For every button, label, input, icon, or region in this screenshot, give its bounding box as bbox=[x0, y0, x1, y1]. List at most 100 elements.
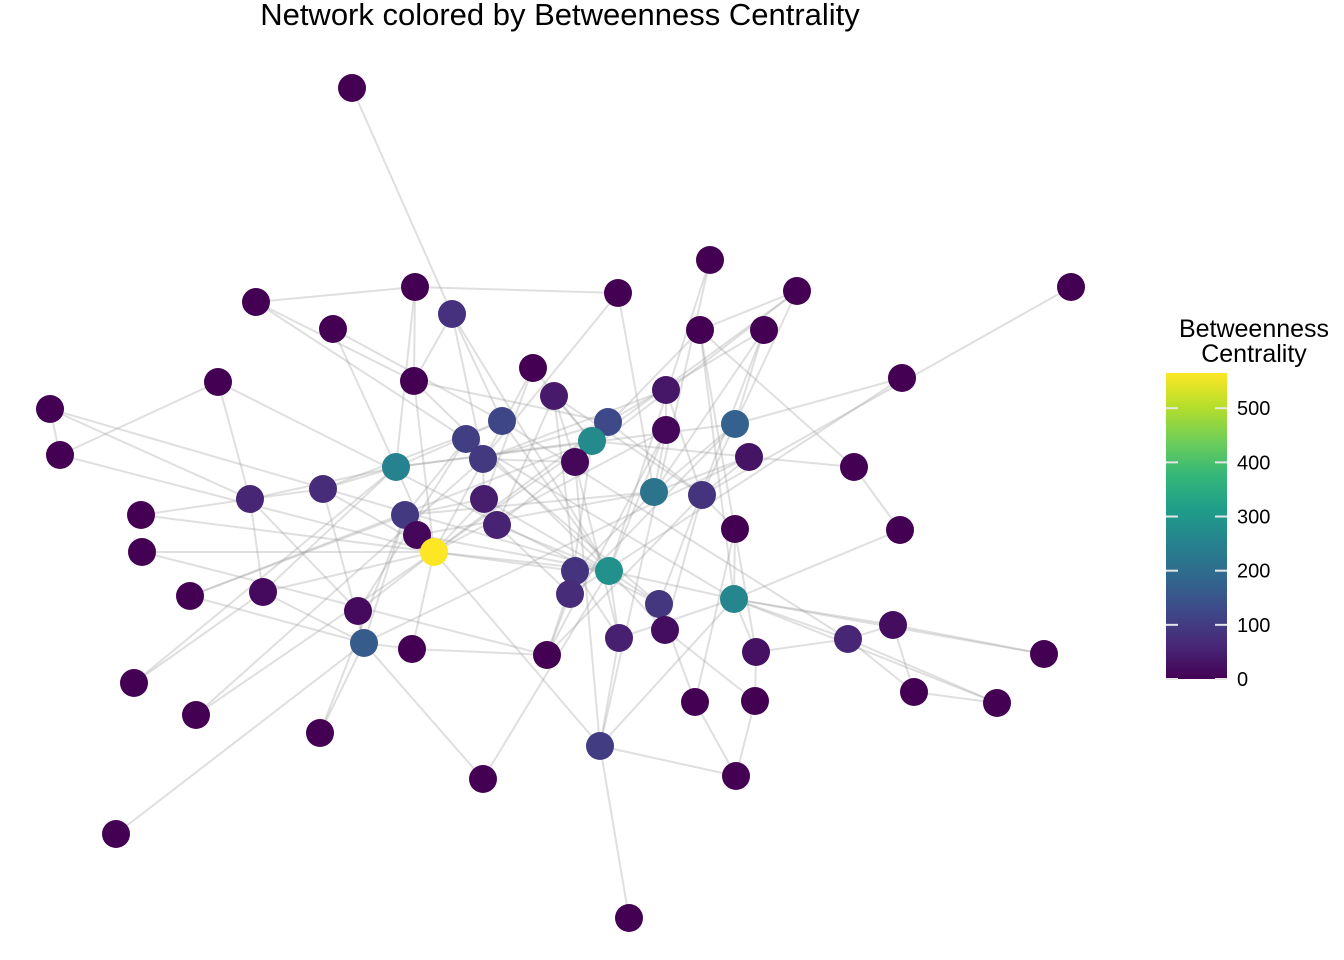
edge bbox=[413, 380, 435, 553]
edges-layer bbox=[49, 87, 1072, 919]
node bbox=[720, 585, 748, 613]
edge bbox=[496, 524, 571, 595]
node bbox=[452, 425, 480, 453]
edge bbox=[699, 290, 798, 331]
edge bbox=[599, 637, 620, 747]
edge bbox=[496, 395, 555, 526]
node bbox=[886, 516, 914, 544]
node bbox=[488, 407, 516, 435]
edge bbox=[501, 420, 610, 572]
edge bbox=[140, 514, 435, 553]
edge bbox=[892, 624, 1045, 655]
edge bbox=[733, 598, 894, 626]
node bbox=[888, 364, 916, 392]
edge bbox=[607, 329, 765, 423]
edge bbox=[141, 551, 548, 656]
colorbar bbox=[1166, 373, 1227, 679]
edge bbox=[404, 438, 467, 516]
node bbox=[469, 445, 497, 473]
node bbox=[533, 641, 561, 669]
node bbox=[652, 416, 680, 444]
node bbox=[879, 611, 907, 639]
colorbar-tick-label: 300 bbox=[1237, 507, 1270, 529]
edge bbox=[465, 438, 660, 605]
chart-title: Network colored by Betweenness Centralit… bbox=[260, 0, 860, 32]
node bbox=[306, 719, 334, 747]
edge bbox=[607, 421, 703, 496]
edge bbox=[249, 498, 359, 612]
edge bbox=[363, 514, 406, 644]
node bbox=[309, 475, 337, 503]
edge bbox=[195, 551, 435, 716]
node bbox=[688, 481, 716, 509]
edge bbox=[664, 629, 756, 702]
edge bbox=[694, 528, 736, 703]
edge bbox=[569, 377, 903, 595]
edge bbox=[351, 87, 453, 315]
edge bbox=[591, 440, 750, 458]
node bbox=[1057, 273, 1085, 301]
edge bbox=[608, 259, 711, 572]
edge bbox=[553, 395, 576, 572]
node bbox=[578, 427, 606, 455]
edge bbox=[395, 420, 503, 468]
node bbox=[586, 732, 614, 760]
edge bbox=[658, 329, 765, 605]
edge bbox=[574, 491, 655, 572]
colorbar-tick-label: 400 bbox=[1237, 452, 1270, 474]
edge bbox=[599, 745, 630, 919]
edge bbox=[217, 381, 251, 500]
edge bbox=[734, 290, 798, 425]
edge bbox=[482, 389, 667, 460]
node bbox=[640, 478, 668, 506]
edge bbox=[133, 466, 397, 684]
edge bbox=[546, 494, 703, 656]
colorbar-tick-label: 100 bbox=[1237, 615, 1270, 637]
legend: Betweenness Centrality 0 100 200 300 400 500 bbox=[1166, 315, 1329, 691]
edge bbox=[847, 638, 915, 693]
legend-title-line2: Centrality bbox=[1201, 340, 1307, 368]
edge bbox=[599, 745, 737, 777]
edge bbox=[465, 438, 735, 600]
node bbox=[470, 485, 498, 513]
edge bbox=[451, 313, 503, 422]
edge bbox=[189, 514, 406, 597]
node bbox=[400, 367, 428, 395]
node bbox=[382, 453, 410, 481]
edge bbox=[483, 367, 534, 500]
edge bbox=[195, 458, 484, 716]
edge bbox=[733, 598, 849, 640]
edge bbox=[482, 570, 610, 780]
node bbox=[350, 629, 378, 657]
edge bbox=[699, 329, 855, 468]
node bbox=[681, 688, 709, 716]
edge bbox=[699, 329, 735, 600]
node bbox=[742, 638, 770, 666]
node bbox=[721, 515, 749, 543]
node bbox=[556, 580, 584, 608]
edge bbox=[694, 701, 737, 777]
node bbox=[595, 557, 623, 585]
edge bbox=[733, 598, 998, 704]
edge bbox=[553, 395, 703, 496]
node bbox=[834, 625, 862, 653]
edge bbox=[140, 498, 251, 516]
node bbox=[483, 511, 511, 539]
edge bbox=[433, 551, 576, 572]
node bbox=[983, 689, 1011, 717]
edge bbox=[255, 286, 416, 303]
node bbox=[242, 288, 270, 316]
edge bbox=[574, 461, 601, 747]
edge bbox=[734, 377, 903, 425]
edge bbox=[496, 524, 610, 572]
edge bbox=[332, 328, 397, 468]
colorbar-tick-label: 0 bbox=[1237, 669, 1248, 691]
node bbox=[420, 538, 448, 566]
node bbox=[46, 441, 74, 469]
edge bbox=[617, 292, 655, 493]
edge bbox=[591, 290, 798, 442]
edge bbox=[482, 458, 576, 463]
node bbox=[561, 448, 589, 476]
edge bbox=[262, 466, 397, 593]
